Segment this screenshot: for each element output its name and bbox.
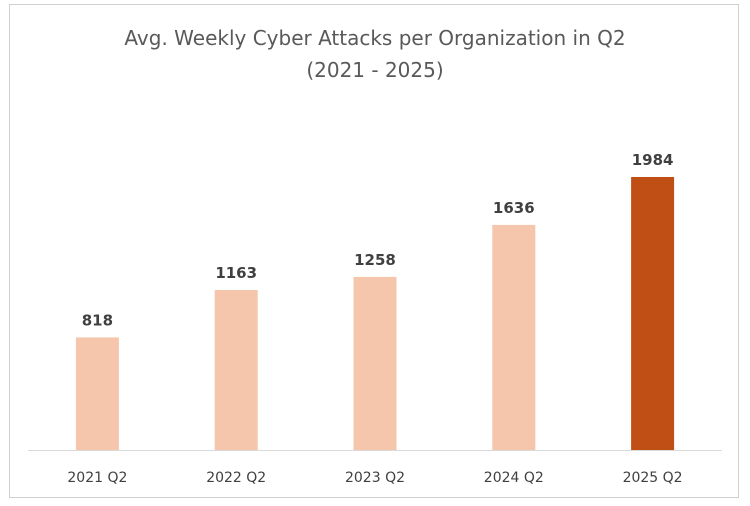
data-label: 818 <box>82 311 113 329</box>
data-label: 1636 <box>493 199 535 217</box>
bar-2022-q2 <box>214 290 258 450</box>
chart-subtitle: (2021 - 2025) <box>306 58 444 82</box>
bar-2025-q2 <box>631 177 675 450</box>
x-tick-label: 2024 Q2 <box>484 470 544 486</box>
chart-title: Avg. Weekly Cyber Attacks per Organizati… <box>0 22 750 86</box>
data-label: 1984 <box>632 151 674 169</box>
chart-title-line: Avg. Weekly Cyber Attacks per Organizati… <box>124 26 626 50</box>
data-label: 1258 <box>354 251 396 269</box>
x-tick-label: 2023 Q2 <box>345 470 405 486</box>
x-tick-label: 2021 Q2 <box>67 470 127 486</box>
bar-2024-q2 <box>492 224 536 450</box>
data-label: 1163 <box>215 264 257 282</box>
bar-2023-q2 <box>353 276 397 450</box>
bar-2021-q2 <box>75 337 119 450</box>
x-tick-label: 2025 Q2 <box>623 470 683 486</box>
x-tick-label: 2022 Q2 <box>206 470 266 486</box>
